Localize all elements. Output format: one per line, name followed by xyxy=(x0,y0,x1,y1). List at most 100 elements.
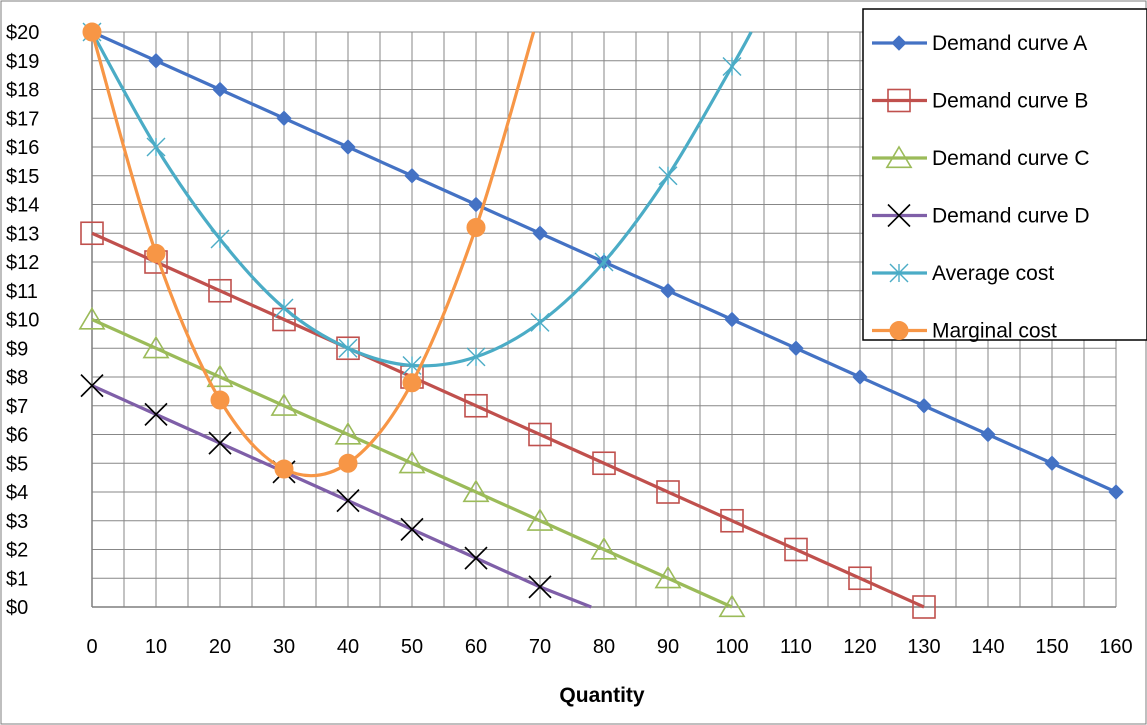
legend-entry-marginal-cost: Marginal cost xyxy=(872,320,1057,343)
legend-entry-demand-curve-a: Demand curve A xyxy=(872,32,1087,55)
data-point-demand-curve-c xyxy=(654,565,682,589)
data-point-demand-curve-a xyxy=(340,139,356,155)
data-point-demand-curve-a xyxy=(788,340,804,356)
data-point-demand-curve-a xyxy=(660,283,676,299)
data-point-demand-curve-a xyxy=(532,225,548,241)
data-point-demand-curve-d xyxy=(208,431,232,455)
data-point-average-cost xyxy=(722,57,742,76)
x-tick-label: 30 xyxy=(273,636,295,658)
legend-entry-average-cost: Average cost xyxy=(872,262,1054,285)
y-tick-label: $13 xyxy=(6,223,39,245)
data-point-average-cost xyxy=(210,229,230,249)
x-tick-label: 160 xyxy=(1099,636,1132,658)
y-tick-label: $8 xyxy=(6,367,28,389)
data-point-demand-curve-a xyxy=(980,426,996,443)
series-demand-curve-c xyxy=(78,306,746,618)
legend-label: Demand curve A xyxy=(932,32,1087,55)
legend-swatch-marker xyxy=(889,321,909,340)
data-point-average-cost xyxy=(146,137,166,157)
legend-label: Demand curve C xyxy=(932,147,1090,170)
x-tick-label: 0 xyxy=(86,636,97,658)
y-tick-label: $2 xyxy=(6,540,28,562)
x-tick-label: 60 xyxy=(465,636,487,658)
legend-swatch-marker xyxy=(887,203,911,228)
y-tick-label: $20 xyxy=(6,22,39,44)
data-point-marginal-cost xyxy=(210,390,230,410)
y-tick-label: $12 xyxy=(6,252,39,274)
y-tick-label: $4 xyxy=(6,482,28,504)
x-tick-label: 80 xyxy=(593,636,615,658)
x-tick-label: 20 xyxy=(209,636,231,658)
data-point-demand-curve-d xyxy=(528,575,552,599)
data-point-demand-curve-a xyxy=(212,81,228,98)
data-point-marginal-cost xyxy=(274,459,294,479)
data-point-demand-curve-d xyxy=(144,402,168,426)
y-tick-label: $19 xyxy=(6,51,39,73)
data-point-demand-curve-b xyxy=(464,393,488,418)
data-point-demand-curve-d xyxy=(336,489,360,513)
series-line-demand-curve-c xyxy=(91,318,733,609)
data-point-demand-curve-b xyxy=(784,537,808,562)
x-tick-label: 100 xyxy=(715,636,748,658)
data-point-demand-curve-c xyxy=(270,393,298,416)
data-point-average-cost xyxy=(594,252,614,272)
data-point-demand-curve-c xyxy=(206,364,234,388)
data-point-marginal-cost xyxy=(338,453,358,473)
y-tick-label: $14 xyxy=(6,195,39,217)
data-point-average-cost xyxy=(274,298,294,318)
y-tick-label: $17 xyxy=(6,108,39,130)
series-average-cost xyxy=(82,22,753,375)
legend-entry-demand-curve-c: Demand curve C xyxy=(872,145,1090,170)
data-point-demand-curve-a xyxy=(1108,484,1124,500)
legend-label: Average cost xyxy=(932,262,1054,285)
series-demand-curve-b xyxy=(80,221,936,619)
data-point-demand-curve-a xyxy=(724,311,740,328)
legend-swatch-marker xyxy=(891,35,907,51)
legend-label: Demand curve D xyxy=(932,205,1090,228)
data-point-demand-curve-c xyxy=(718,594,746,618)
legend-box xyxy=(862,8,1147,341)
data-point-demand-curve-a xyxy=(1044,455,1060,471)
data-point-marginal-cost xyxy=(82,22,102,42)
legend-swatch-marker xyxy=(889,263,909,283)
data-point-average-cost xyxy=(530,312,550,332)
x-tick-label: 10 xyxy=(145,636,167,658)
data-point-demand-curve-c xyxy=(590,536,618,560)
x-axis-title: Quantity xyxy=(559,684,644,707)
data-point-demand-curve-b xyxy=(528,422,552,447)
y-tick-label: $3 xyxy=(6,511,28,533)
legend-label: Demand curve B xyxy=(932,90,1088,113)
x-tick-label: 120 xyxy=(843,636,876,658)
data-point-average-cost xyxy=(658,166,678,186)
data-point-demand-curve-c xyxy=(526,508,554,531)
x-tick-label: 70 xyxy=(529,636,551,658)
data-point-demand-curve-b xyxy=(208,278,232,303)
data-point-demand-curve-b xyxy=(848,566,872,591)
data-point-demand-curve-c xyxy=(334,421,362,445)
data-point-demand-curve-b xyxy=(656,480,680,504)
data-point-demand-curve-d xyxy=(80,374,104,398)
x-tick-label: 40 xyxy=(337,636,359,658)
data-point-demand-curve-c xyxy=(398,450,426,474)
data-point-demand-curve-a xyxy=(404,168,420,184)
y-tick-label: $16 xyxy=(6,137,39,159)
legend-entry-demand-curve-d: Demand curve D xyxy=(872,203,1090,228)
tick-labels: 0 10 20 30 40 50 60 70 80 90 100 110 120 130 140 150 160… xyxy=(6,22,1133,658)
x-tick-label: 50 xyxy=(401,636,423,658)
x-tick-label: 90 xyxy=(657,636,679,658)
x-tick-label: 150 xyxy=(1035,636,1068,658)
legend-swatch-marker xyxy=(885,145,913,169)
series-group xyxy=(78,22,1124,619)
data-point-demand-curve-a xyxy=(916,398,932,414)
legend-label: Marginal cost xyxy=(932,320,1057,343)
data-point-demand-curve-b xyxy=(720,508,744,533)
legend-entry-demand-curve-b: Demand curve B xyxy=(872,88,1088,113)
y-tick-label: $7 xyxy=(6,396,28,418)
data-point-demand-curve-a xyxy=(276,110,292,126)
data-point-average-cost xyxy=(338,338,358,358)
data-point-demand-curve-c xyxy=(142,335,170,359)
x-tick-label: 130 xyxy=(907,636,940,658)
x-tick-label: 140 xyxy=(971,636,1004,658)
